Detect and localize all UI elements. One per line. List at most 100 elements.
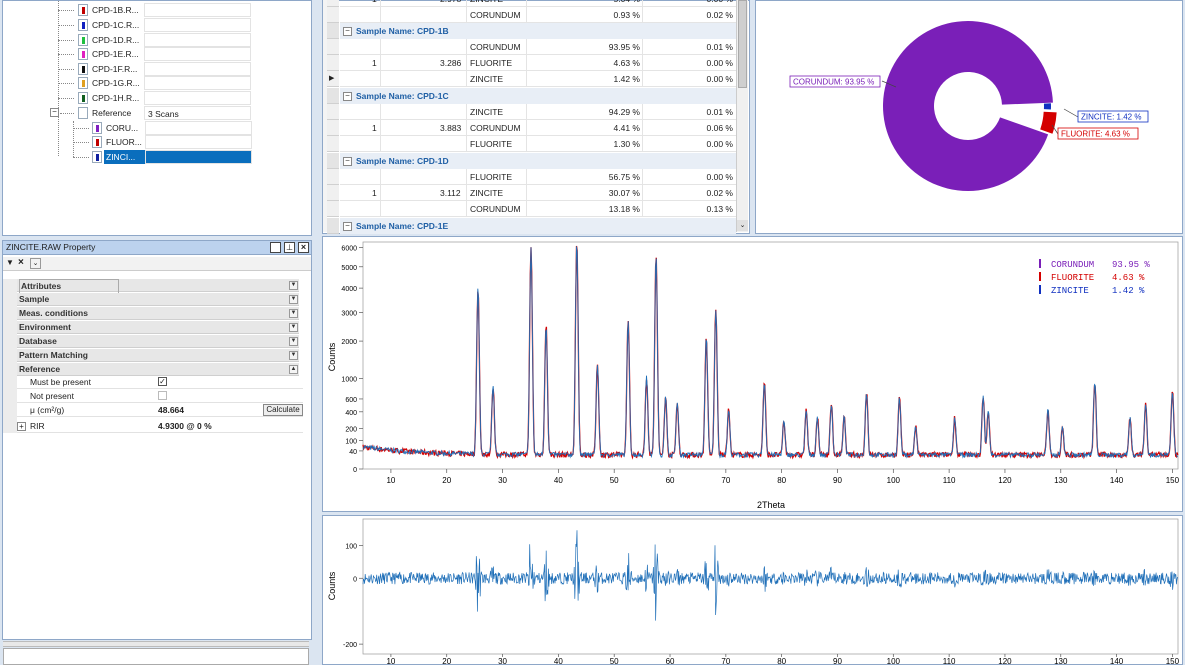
vline	[642, 55, 643, 71]
phase-name: FLUORITE	[470, 139, 513, 149]
tree-item[interactable]: CPD-1G.R...	[76, 76, 252, 90]
expand-icon[interactable]: +	[17, 422, 26, 431]
must-be-present-checkbox[interactable]: ✓	[158, 377, 167, 386]
property-category[interactable]: Meas. conditions ▼	[17, 307, 299, 320]
table-scrollbar[interactable]: ⌄	[736, 0, 748, 232]
minimize-icon[interactable]	[270, 242, 281, 253]
chevron-down-icon[interactable]: ▼	[289, 323, 298, 332]
sample-group-header[interactable]: − Sample Name: CPD-1E	[340, 218, 736, 234]
row-gutter[interactable]	[327, 39, 339, 55]
phase-name: ZINCITE	[470, 74, 504, 84]
chevron-down-icon[interactable]: ▼	[289, 351, 298, 360]
table-row[interactable]: CORUNDUM 0.93 % 0.02 %	[340, 7, 736, 23]
row-gutter[interactable]	[327, 120, 339, 136]
table-row[interactable]: FLUORITE 56.75 % 0.00 %	[340, 169, 736, 185]
pin-icon[interactable]: ⊥	[284, 242, 295, 253]
tree-item-reference[interactable]: Reference 3 Scans	[76, 106, 252, 120]
tree-item-name: CPD-1D.R...	[92, 35, 140, 45]
row-gutter[interactable]	[327, 185, 339, 201]
tree-item[interactable]: CPD-1F.R...	[76, 62, 252, 76]
tree-item[interactable]: CPD-1C.R...	[76, 18, 252, 32]
fom-value: 3.883	[440, 123, 462, 133]
x-tick-label: 30	[498, 657, 507, 664]
table-row[interactable]: ZINCITE 1.42 % 0.00 %	[340, 71, 736, 87]
tree-guide-line	[73, 157, 89, 158]
collapse-icon[interactable]: −	[343, 27, 352, 36]
plot-area	[362, 241, 1179, 470]
sample-group-header[interactable]: − Sample Name: CPD-1B	[340, 23, 736, 39]
calculate-button[interactable]: Calculate	[263, 404, 303, 416]
property-category[interactable]: Pattern Matching ▼	[17, 349, 299, 362]
sample-group-header[interactable]: − Sample Name: CPD-1D	[340, 153, 736, 169]
property-category[interactable]: Reference ▲	[17, 363, 299, 376]
table-row[interactable]: ZINCITE 94.29 % 0.01 %	[340, 104, 736, 120]
tree-item[interactable]: CPD-1D.R...	[76, 33, 252, 47]
collapse-icon[interactable]: −	[343, 92, 352, 101]
current-row-arrow-icon: ▶	[329, 75, 335, 82]
property-category[interactable]: Attributes ▼	[17, 279, 299, 294]
vline	[526, 201, 527, 217]
chevron-down-icon[interactable]: ▼	[289, 337, 298, 346]
row-gutter[interactable]	[327, 104, 339, 120]
tree-item-value	[144, 18, 251, 32]
not-present-row: Not present	[17, 389, 303, 403]
tree-phase-item[interactable]: CORU...	[90, 121, 252, 135]
table-row[interactable]: 1 2.978 ZINCITE 5.04 % 0.00 %	[340, 0, 736, 7]
row-gutter[interactable]	[327, 23, 339, 39]
pie-label: FLUORITE: 4.63 %	[1061, 130, 1130, 139]
scrollbar-thumb[interactable]	[738, 0, 747, 88]
table-row[interactable]: CORUNDUM 13.18 % 0.13 %	[340, 201, 736, 217]
close-icon[interactable]: ×	[298, 242, 309, 253]
table-row[interactable]: CORUNDUM 93.95 % 0.01 %	[340, 39, 736, 55]
main-vertical-splitter[interactable]	[314, 0, 322, 665]
chevron-down-icon[interactable]: ▼	[289, 309, 298, 318]
tree-phase-item[interactable]: FLUOR...	[90, 135, 252, 149]
chevron-down-icon[interactable]: ▼	[289, 295, 298, 304]
table-row[interactable]: 1 3.112 ZINCITE 30.07 % 0.02 %	[340, 185, 736, 201]
phase-percent: 56.75 %	[608, 172, 640, 182]
tree-phase-item[interactable]: ZINCI...	[90, 150, 252, 164]
table-row[interactable]: FLUORITE 1.30 % 0.00 %	[340, 136, 736, 152]
vline	[642, 120, 643, 136]
scroll-down-icon[interactable]: ⌄	[737, 220, 748, 231]
row-gutter[interactable]	[327, 153, 339, 169]
tree-item[interactable]: CPD-1B.R...	[76, 3, 252, 17]
collapse-icon[interactable]: −	[50, 108, 59, 117]
row-gutter[interactable]	[327, 136, 339, 152]
mu-value[interactable]: 48.664	[158, 405, 184, 415]
row-gutter[interactable]	[327, 88, 339, 104]
collapse-icon[interactable]: −	[343, 222, 352, 231]
table-row[interactable]: 1 3.883 CORUNDUM 4.41 % 0.06 %	[340, 120, 736, 136]
chevron-down-icon[interactable]: ▲	[289, 365, 298, 374]
property-category[interactable]: Environment ▼	[17, 321, 299, 334]
row-gutter[interactable]	[327, 201, 339, 217]
row-gutter[interactable]	[327, 71, 339, 87]
tree-item-value	[144, 33, 251, 47]
clear-icon[interactable]: ×	[18, 257, 24, 268]
collapse-icon[interactable]: −	[343, 157, 352, 166]
tree-item[interactable]: CPD-1H.R...	[76, 91, 252, 105]
row-gutter[interactable]	[327, 0, 339, 7]
dropdown-icon[interactable]: ▼	[6, 258, 14, 267]
tree-item[interactable]: CPD-1E.R...	[76, 47, 252, 61]
row-gutter[interactable]	[327, 218, 339, 234]
chevron-down-icon[interactable]: ▼	[289, 281, 298, 290]
vline	[380, 169, 381, 185]
scan-color-icon	[78, 63, 88, 75]
property-category[interactable]: Database ▼	[17, 335, 299, 348]
tree-phase-name: CORU...	[106, 123, 139, 133]
vline	[526, 104, 527, 120]
row-gutter[interactable]	[327, 169, 339, 185]
vline	[526, 7, 527, 23]
not-present-checkbox[interactable]	[158, 391, 167, 400]
y-tick-label: 40	[349, 449, 357, 456]
chevron-down-icon[interactable]: ⌄	[30, 258, 41, 269]
rir-value[interactable]: 4.9300 @ 0 %	[158, 421, 212, 431]
property-category[interactable]: Sample ▼	[17, 293, 299, 306]
pie-label-box	[1057, 127, 1139, 140]
sample-group-header[interactable]: − Sample Name: CPD-1C	[340, 88, 736, 104]
property-splitter[interactable]	[3, 641, 309, 647]
table-row[interactable]: 1 3.286 FLUORITE 4.63 % 0.00 %	[340, 55, 736, 71]
row-gutter[interactable]	[327, 7, 339, 23]
row-gutter[interactable]	[327, 55, 339, 71]
